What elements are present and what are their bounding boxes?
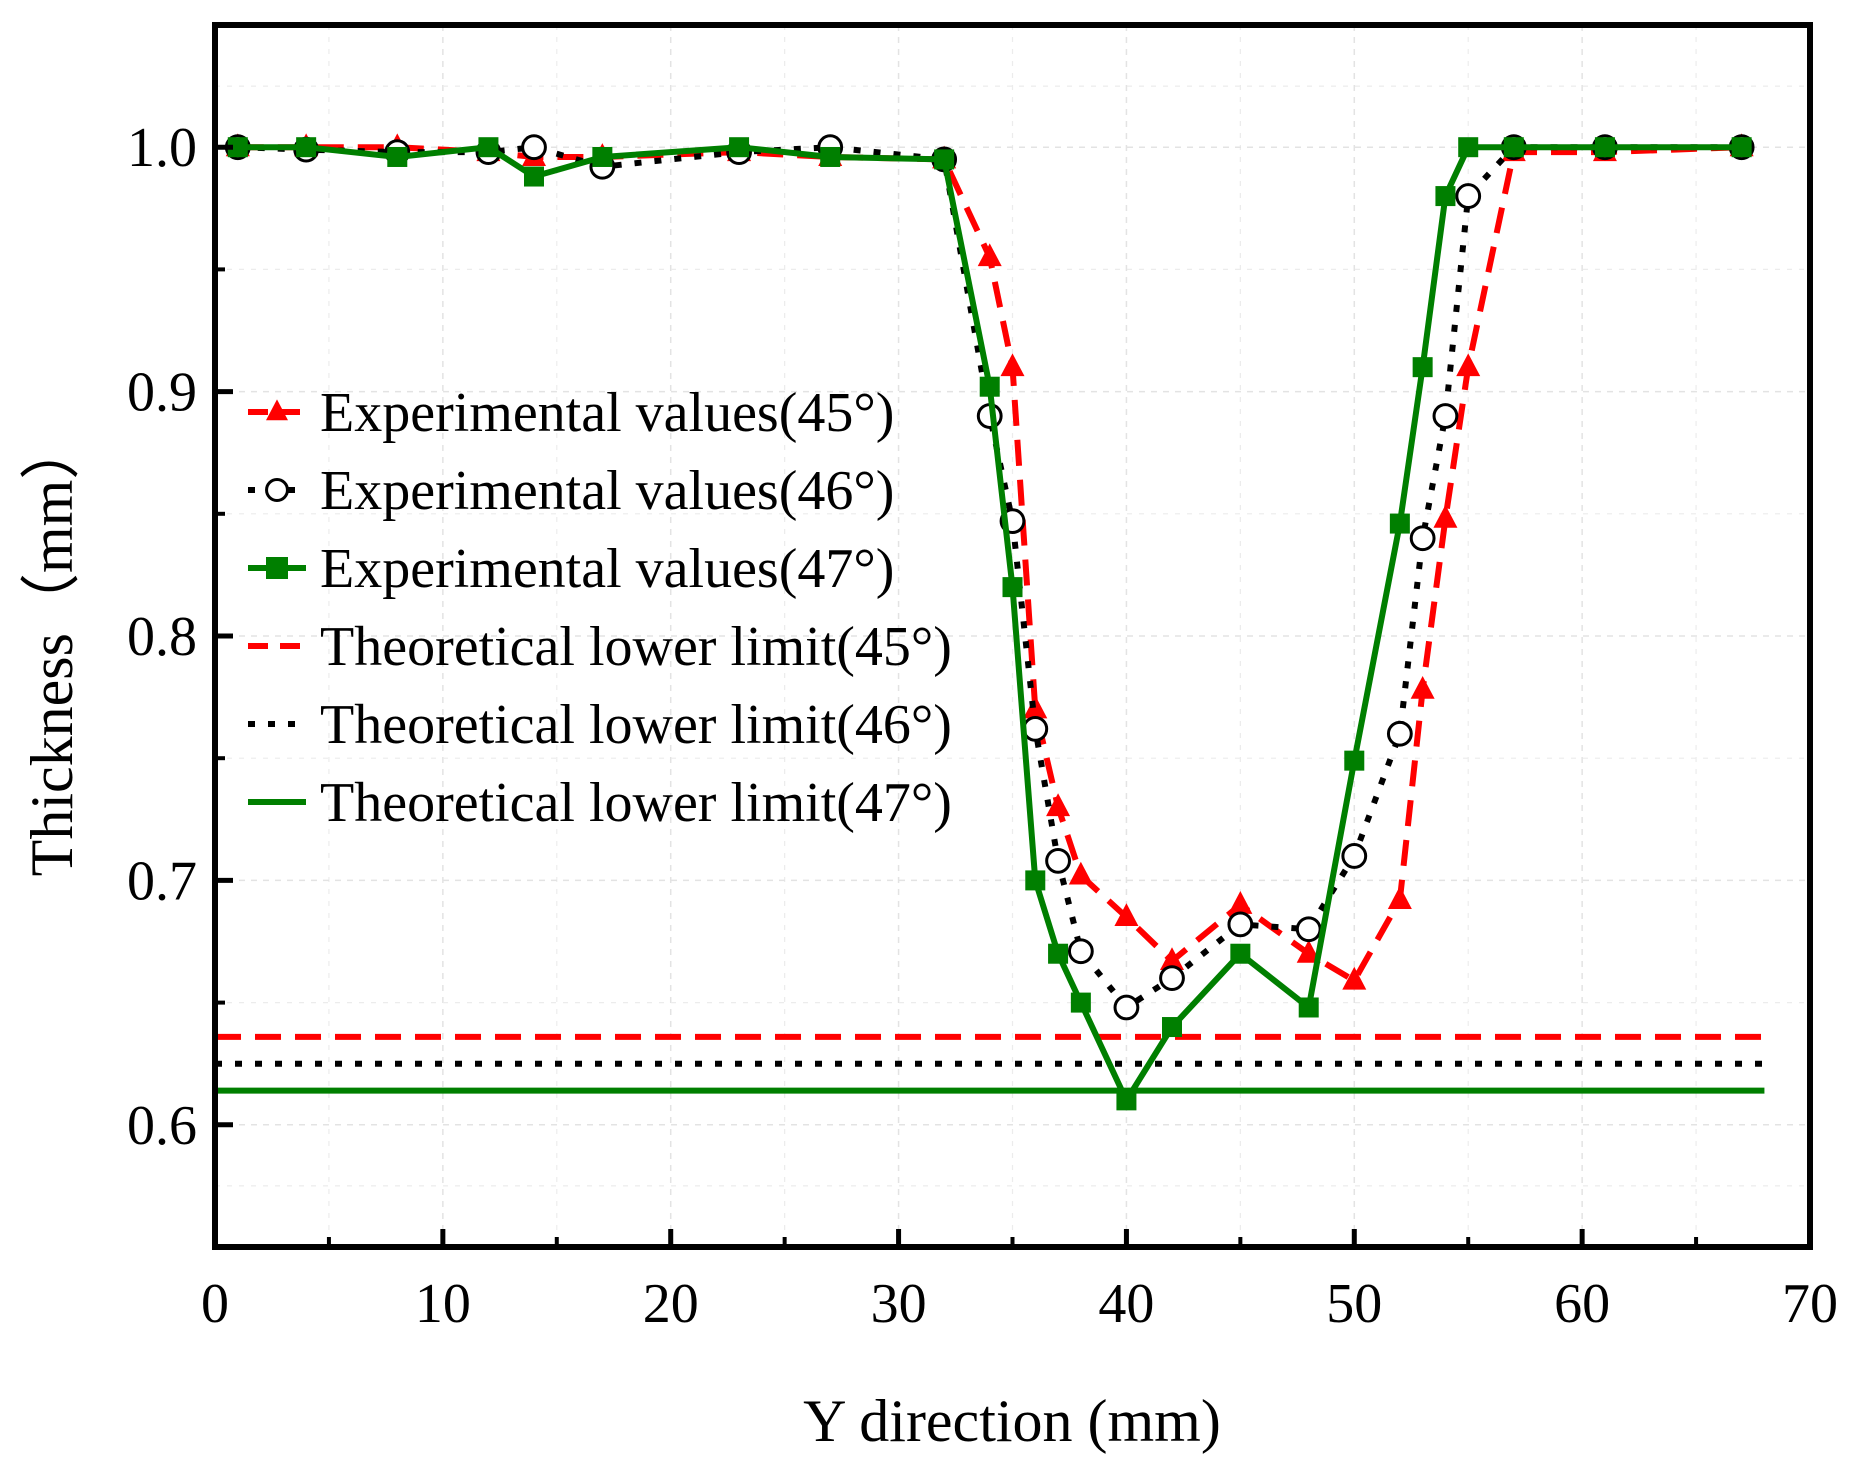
point-0-10 (1000, 353, 1025, 377)
point-0-17 (1296, 939, 1321, 963)
point-1-4 (521, 134, 547, 161)
point-1-22 (1455, 183, 1482, 209)
point-2-24 (1594, 137, 1615, 158)
series-layer (215, 133, 1765, 1111)
point-2-22 (1458, 137, 1479, 158)
point-2-7 (820, 146, 841, 167)
legend-item-2: Experimental values(47°) (248, 538, 894, 600)
legend-item-5: Theoretical lower limit(47°) (248, 772, 952, 834)
point-2-6 (729, 137, 750, 158)
point-1-19 (1386, 720, 1413, 747)
y-tick-label-3: 0.9 (127, 362, 197, 424)
legend-label-0: Experimental values(45°) (320, 382, 894, 444)
point-0-18 (1342, 966, 1367, 990)
x-tick-label-6: 60 (1554, 1273, 1610, 1335)
point-2-25 (1731, 137, 1752, 158)
series-line-2 (237, 144, 1742, 1104)
point-1-11 (1022, 715, 1049, 742)
point-2-15 (1162, 1017, 1182, 1038)
point-0-22 (1456, 353, 1481, 377)
axis-ticks (212, 144, 1813, 1247)
point-0-13 (1068, 861, 1093, 885)
legend-label-3: Theoretical lower limit(45°) (320, 616, 952, 678)
series-line-0 (237, 144, 1742, 984)
x-axis-title: Y direction (mm) (803, 1388, 1221, 1454)
y-tick-label-1: 0.7 (127, 850, 197, 912)
legend-item-0: Experimental values(45°) (248, 382, 894, 444)
x-tick-label-3: 30 (871, 1273, 927, 1335)
point-0-12 (1046, 793, 1071, 817)
point-2-8 (934, 149, 955, 170)
axis-tick-labels: 0 10 20 30 40 50 60 70 0.6 0.7 0.8 0.9 1.0 (127, 117, 1838, 1335)
point-2-10 (1002, 577, 1023, 598)
point-0-21 (1433, 504, 1458, 528)
point-2-11 (1025, 870, 1046, 891)
point-2-18 (1344, 750, 1365, 771)
point-0-15 (1160, 947, 1184, 971)
legend-label-4: Theoretical lower limit(46°) (320, 694, 952, 756)
x-tick-label-1: 10 (415, 1273, 471, 1335)
point-2-16 (1230, 943, 1251, 964)
series-2 (227, 137, 1752, 1111)
point-2-0 (227, 137, 248, 158)
x-tick-label-0: 0 (201, 1273, 229, 1335)
y-tick-label-0: 0.6 (127, 1095, 197, 1157)
point-2-14 (1116, 1090, 1137, 1111)
legend-item-1: Experimental values(46°) (248, 460, 894, 522)
point-2-12 (1048, 943, 1069, 964)
x-tick-label-2: 20 (643, 1273, 699, 1335)
point-1-16 (1227, 911, 1254, 938)
legend-marker-2 (266, 557, 288, 579)
point-2-19 (1389, 513, 1410, 534)
legend-label-2: Experimental values(47°) (320, 538, 894, 600)
point-2-20 (1412, 357, 1433, 378)
x-tick-label-7: 70 (1782, 1273, 1838, 1335)
legend: Experimental values(45°) Experimental val… (248, 382, 952, 834)
point-2-2 (387, 146, 408, 167)
point-2-23 (1503, 137, 1524, 158)
point-2-3 (478, 137, 499, 158)
point-1-18 (1341, 843, 1368, 869)
point-0-20 (1410, 675, 1435, 699)
point-1-13 (1067, 938, 1094, 965)
point-1-21 (1432, 403, 1459, 429)
point-1-12 (1045, 847, 1071, 874)
legend-item-3: Theoretical lower limit(45°) (248, 616, 952, 678)
grid (214, 25, 1811, 1247)
legend-label-5: Theoretical lower limit(47°) (320, 772, 952, 834)
point-2-17 (1298, 997, 1319, 1018)
legend-item-4: Theoretical lower limit(46°) (248, 694, 952, 756)
point-1-20 (1409, 525, 1436, 552)
point-2-13 (1070, 992, 1091, 1013)
x-tick-label-4: 40 (1098, 1273, 1154, 1335)
point-0-9 (977, 243, 1002, 267)
point-2-21 (1435, 186, 1456, 207)
point-2-1 (296, 137, 317, 158)
point-0-14 (1114, 903, 1139, 927)
x-tick-label-5: 50 (1326, 1273, 1382, 1335)
point-2-5 (592, 146, 613, 167)
y-tick-label-4: 1.0 (127, 117, 197, 179)
point-1-17 (1295, 916, 1322, 943)
legend-marker-1 (265, 478, 289, 502)
legend-label-1: Experimental values(46°) (320, 460, 894, 522)
y-axis-title: Thickness（mm） (19, 420, 85, 877)
point-1-14 (1113, 994, 1140, 1021)
point-0-16 (1228, 891, 1253, 914)
point-0-19 (1387, 886, 1412, 909)
y-tick-label-2: 0.8 (127, 606, 197, 668)
point-1-15 (1159, 965, 1185, 992)
point-2-4 (524, 166, 544, 187)
point-2-9 (979, 376, 1000, 397)
legend-marker-0 (266, 399, 288, 421)
